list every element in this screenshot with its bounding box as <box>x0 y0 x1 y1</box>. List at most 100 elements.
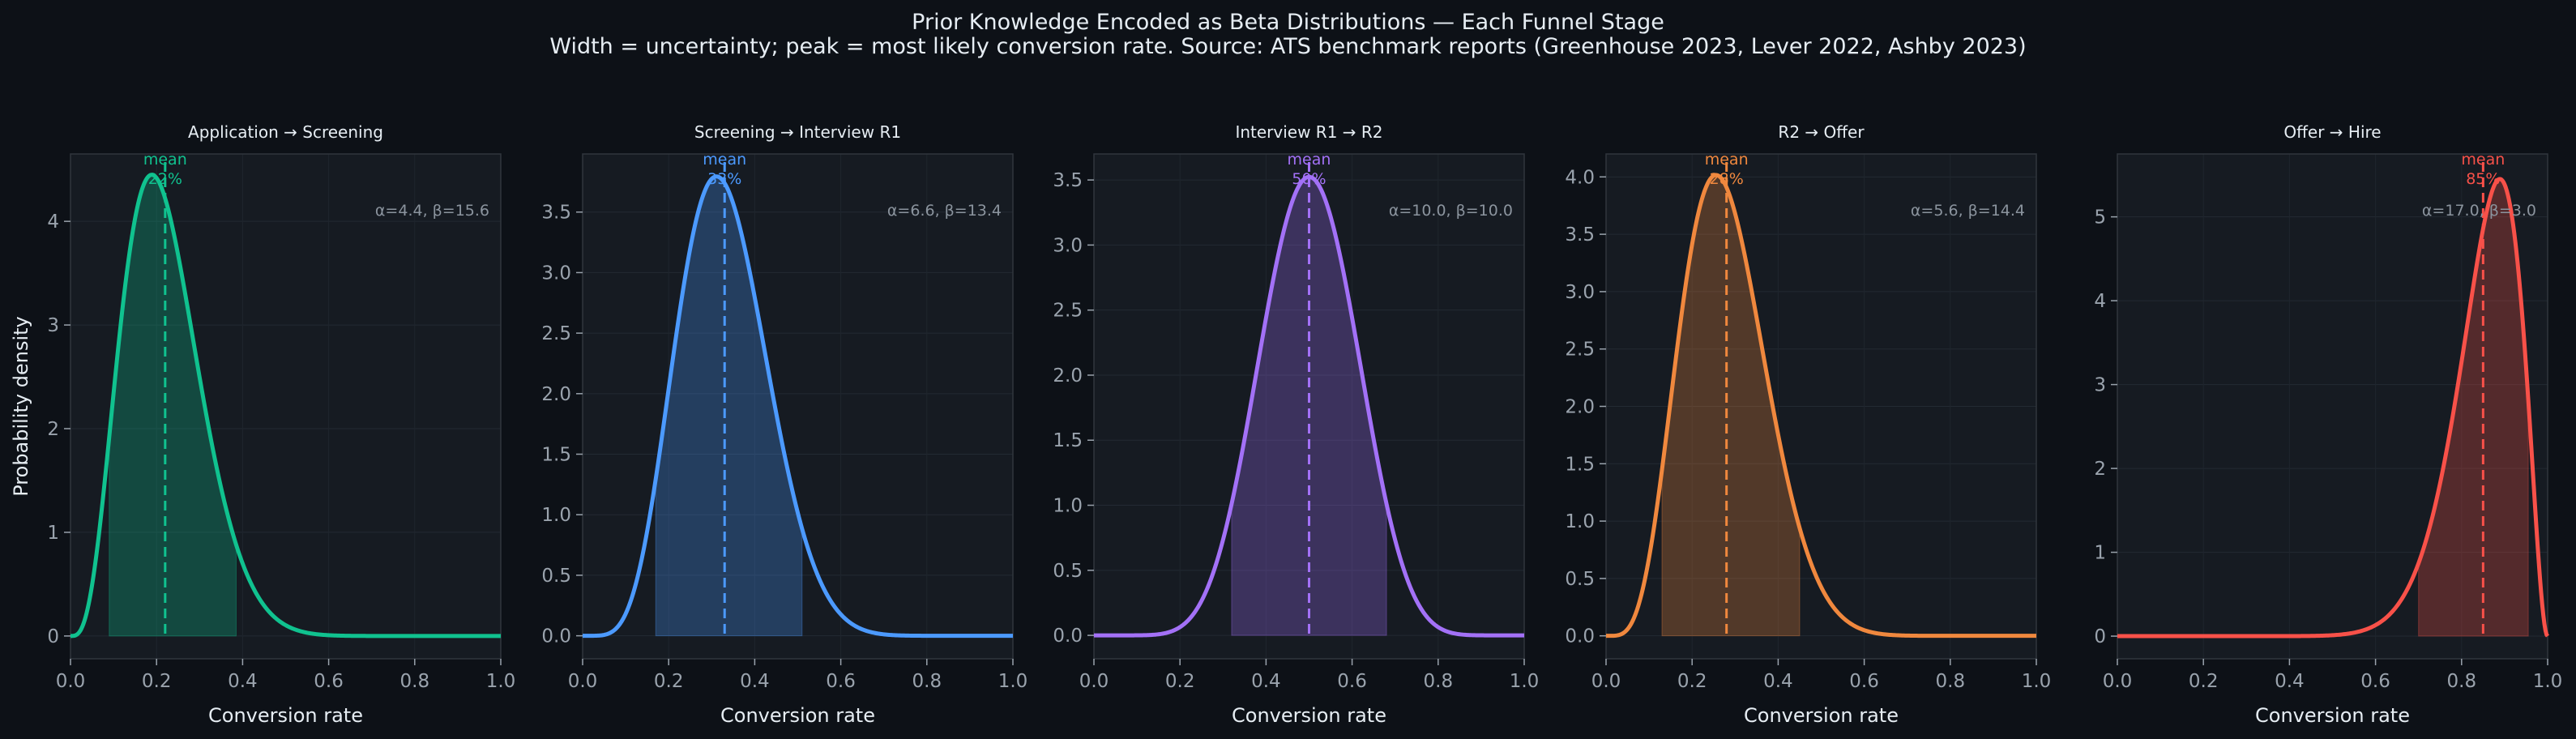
plot-frame <box>70 153 502 660</box>
x-tick-label: 1.0 <box>2533 671 2563 692</box>
y-tick-label: 3.0 <box>541 263 571 284</box>
y-tick-label: 1.0 <box>541 505 571 526</box>
y-tick-label: 1.5 <box>1053 430 1083 451</box>
y-tick-label: 3 <box>47 315 59 336</box>
y-tick-label: 0 <box>47 626 59 647</box>
x-tick-label: 0.4 <box>228 671 258 692</box>
density-curve <box>581 174 1015 639</box>
params-label: α=6.6, β=13.4 <box>887 202 1002 220</box>
y-tick-label: 5 <box>2094 207 2106 229</box>
y-tick-label: 2.0 <box>1565 397 1595 418</box>
x-tick-label: 1.0 <box>2022 671 2052 692</box>
params-label: α=10.0, β=10.0 <box>1389 202 1513 220</box>
x-axis-label: Conversion rate <box>2255 704 2410 727</box>
plot-area <box>2117 154 2548 659</box>
panel-title: R2 → Offer <box>1778 122 1865 142</box>
y-tick-label: 2 <box>47 419 59 440</box>
params-label: α=17.0, β=3.0 <box>2422 202 2536 220</box>
panel-title: Application → Screening <box>188 122 383 142</box>
mean-value-label: 50% <box>1292 170 1326 188</box>
y-tick-label: 1.0 <box>1053 496 1083 517</box>
x-axis-label: Conversion rate <box>208 704 363 727</box>
x-tick-label: 0.8 <box>2447 671 2477 692</box>
x-tick-label: 1.0 <box>998 671 1028 692</box>
y-tick-label: 0.0 <box>1053 626 1083 647</box>
density-curve <box>69 173 502 639</box>
y-tick-label: 3.5 <box>1565 224 1595 246</box>
panel-title: Offer → Hire <box>2283 122 2381 142</box>
y-tick-label: 3.5 <box>1053 170 1083 191</box>
x-tick-label: 0.6 <box>826 671 856 692</box>
plot-frame <box>2117 153 2548 660</box>
x-axis-label: Conversion rate <box>720 704 875 727</box>
y-tick-label: 3.5 <box>541 203 571 224</box>
mean-value-label: 28% <box>1710 170 1744 188</box>
plot-area <box>70 154 501 659</box>
x-tick-label: 1.0 <box>486 671 516 692</box>
y-tick-label: 1 <box>2094 543 2106 564</box>
x-tick-label: 0.0 <box>56 671 86 692</box>
y-tick-label: 4.0 <box>1565 167 1595 188</box>
params-label: α=5.6, β=14.4 <box>1911 202 2025 220</box>
y-tick-label: 3.0 <box>1565 282 1595 303</box>
x-tick-label: 0.6 <box>1849 671 1879 692</box>
x-tick-label: 1.0 <box>1510 671 1540 692</box>
mean-label: mean <box>2461 151 2505 169</box>
y-tick-label: 3.0 <box>1053 235 1083 256</box>
y-tick-label: 1.0 <box>1565 511 1595 532</box>
x-tick-label: 0.2 <box>142 671 172 692</box>
y-tick-label: 3 <box>2094 375 2106 396</box>
x-tick-label: 0.6 <box>314 671 344 692</box>
x-tick-label: 0.4 <box>2275 671 2305 692</box>
x-tick-label: 0.0 <box>1079 671 1109 692</box>
plot-frame <box>582 153 1014 660</box>
y-tick-label: 2.0 <box>541 384 571 405</box>
x-tick-label: 0.4 <box>1251 671 1281 692</box>
x-axis-label: Conversion rate <box>1744 704 1899 727</box>
density-curve <box>1092 174 1526 638</box>
x-tick-label: 0.6 <box>2360 671 2390 692</box>
y-tick-label: 2.0 <box>1053 365 1083 387</box>
x-tick-label: 0.2 <box>1165 671 1195 692</box>
x-tick-label: 0.8 <box>1424 671 1454 692</box>
x-tick-label: 0.6 <box>1337 671 1367 692</box>
y-tick-label: 0.0 <box>1565 626 1595 647</box>
mean-value-label: 85% <box>2466 170 2500 188</box>
x-tick-label: 0.2 <box>2189 671 2219 692</box>
y-tick-label: 4 <box>47 211 59 233</box>
figure-title: Prior Knowledge Encoded as Beta Distribu… <box>912 10 1664 35</box>
figure-subtitle: Width = uncertainty; peak = most likely … <box>549 34 2027 59</box>
y-axis-label: Probability density <box>10 316 32 497</box>
x-tick-label: 0.4 <box>740 671 770 692</box>
plot-frame <box>1093 153 1525 660</box>
mean-label: mean <box>1705 151 1749 169</box>
mean-value-label: 33% <box>707 170 741 188</box>
mean-label: mean <box>703 151 746 169</box>
mean-value-label: 22% <box>148 170 182 188</box>
y-tick-label: 0 <box>2094 626 2106 647</box>
x-tick-label: 0.8 <box>400 671 430 692</box>
y-tick-label: 0.5 <box>1565 569 1595 590</box>
x-axis-label: Conversion rate <box>1232 704 1386 727</box>
panel-title: Screening → Interview R1 <box>694 122 901 142</box>
y-tick-label: 1 <box>47 523 59 544</box>
y-tick-label: 2 <box>2094 459 2106 480</box>
y-tick-label: 0.5 <box>1053 561 1083 582</box>
y-tick-label: 2.5 <box>1053 301 1083 322</box>
x-tick-label: 0.8 <box>1936 671 1966 692</box>
mean-label: mean <box>1288 151 1331 169</box>
density-curve <box>2116 177 2550 639</box>
y-tick-label: 1.5 <box>541 445 571 466</box>
plot-area <box>583 154 1013 659</box>
x-tick-label: 0.2 <box>1677 671 1707 692</box>
x-tick-label: 0.4 <box>1763 671 1793 692</box>
y-tick-label: 0.5 <box>541 566 571 587</box>
y-tick-label: 0.0 <box>541 626 571 647</box>
mean-label: mean <box>143 151 187 169</box>
x-tick-label: 0.0 <box>1591 671 1621 692</box>
